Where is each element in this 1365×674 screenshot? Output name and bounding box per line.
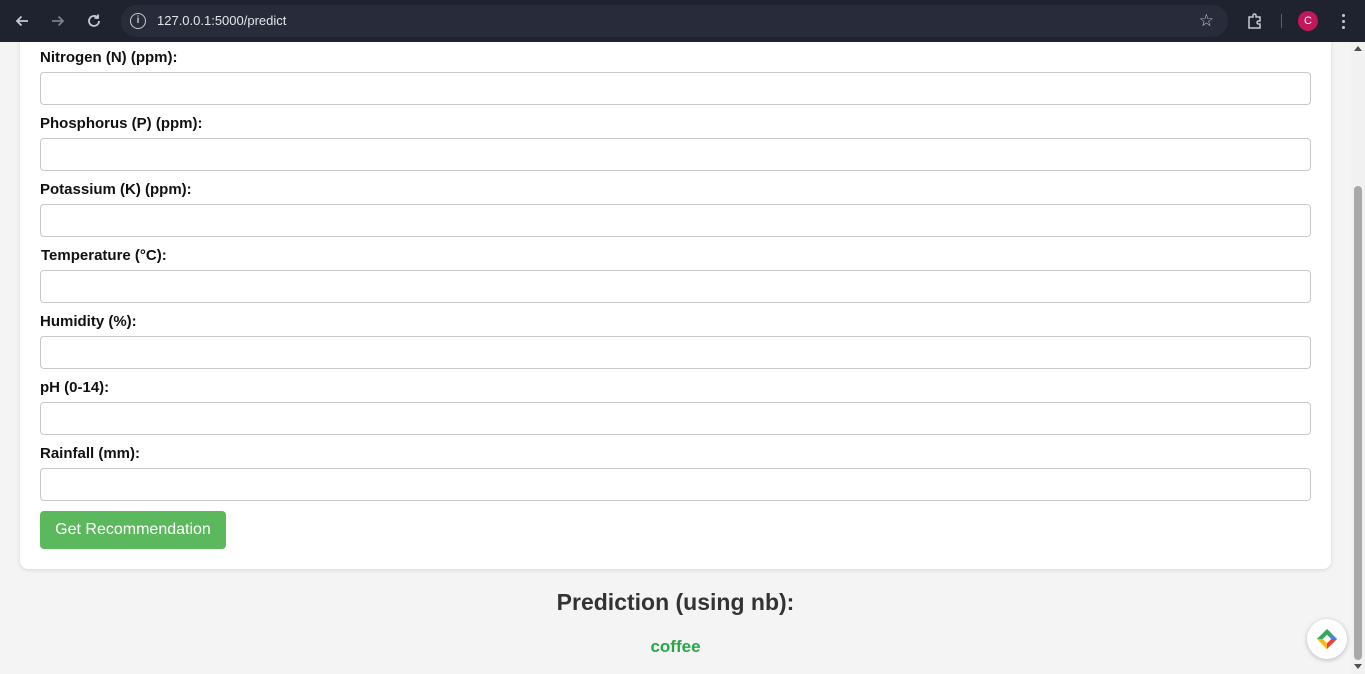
ph-label: pH (0-14): — [40, 379, 110, 396]
phosphorus-label: Phosphorus (P) (ppm): — [40, 115, 203, 132]
profile-avatar[interactable]: C — [1298, 11, 1318, 31]
potassium-label: Potassium (K) (ppm): — [40, 181, 192, 198]
diamond-logo-icon — [1317, 629, 1337, 649]
potassium-input[interactable] — [40, 204, 1311, 237]
star-icon[interactable]: ☆ — [1198, 11, 1214, 30]
arrow-left-icon — [15, 15, 28, 27]
scrollbar-thumb[interactable] — [1354, 186, 1362, 660]
kebab-menu-icon[interactable] — [1333, 9, 1353, 33]
humidity-input[interactable] — [40, 336, 1311, 369]
reload-icon — [88, 14, 100, 27]
page-scrollbar[interactable] — [1351, 42, 1365, 674]
nitrogen-input[interactable] — [40, 72, 1311, 105]
forward-button[interactable] — [46, 9, 70, 33]
temperature-label: Temperature (°C): — [41, 247, 167, 264]
phosphorus-input[interactable] — [40, 138, 1311, 171]
reload-button[interactable] — [82, 9, 106, 33]
scroll-down-arrow-icon[interactable] — [1354, 664, 1362, 669]
back-button[interactable] — [10, 9, 34, 33]
rainfall-input[interactable] — [40, 468, 1311, 501]
prediction-title: Prediction (using nb): — [556, 589, 795, 615]
temperature-input[interactable] — [40, 270, 1311, 303]
address-bar[interactable]: i 127.0.0.1:5000/predict ☆ — [121, 5, 1228, 37]
page-viewport: Nitrogen (N) (ppm): Phosphorus (P) (ppm)… — [0, 42, 1351, 674]
rainfall-label: Rainfall (mm): — [40, 445, 141, 462]
humidity-label: Humidity (%): — [40, 313, 137, 330]
info-icon[interactable]: i — [130, 13, 146, 29]
extensions-button[interactable] — [1243, 9, 1267, 33]
toolbar-separator — [1281, 14, 1282, 28]
get-recommendation-button[interactable]: Get Recommendation — [40, 511, 226, 549]
arrow-right-icon — [52, 15, 65, 27]
ph-input[interactable] — [40, 402, 1311, 435]
scroll-up-arrow-icon[interactable] — [1354, 46, 1362, 51]
url-text[interactable]: 127.0.0.1:5000/predict — [157, 13, 287, 28]
prediction-value: coffee — [650, 637, 701, 656]
puzzle-icon — [1248, 13, 1261, 29]
nitrogen-label: Nitrogen (N) (ppm): — [40, 49, 178, 66]
browser-toolbar: i 127.0.0.1:5000/predict ☆ C — [0, 0, 1365, 42]
floating-widget-button[interactable] — [1307, 619, 1347, 659]
